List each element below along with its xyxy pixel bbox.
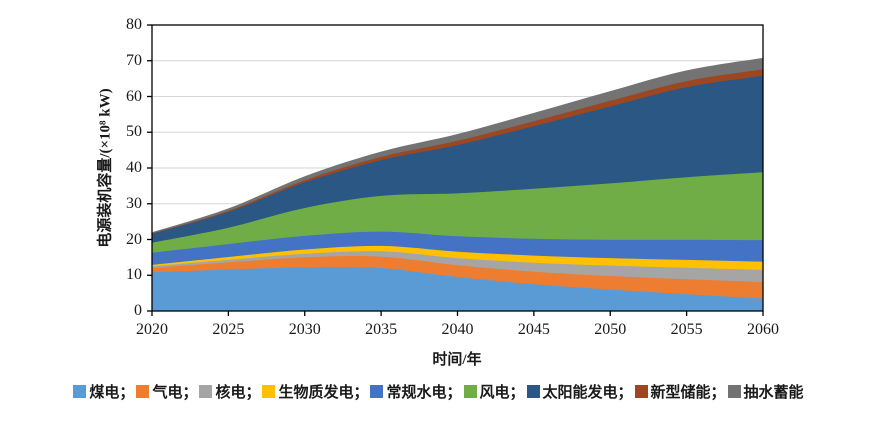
x-tick-label: 2035: [365, 321, 398, 338]
x-tick-label: 2030: [288, 321, 321, 338]
legend-item-hydro: 常规水电；: [370, 381, 463, 402]
legend-item-coal: 煤电；: [73, 381, 136, 402]
y-tick-label: 70: [126, 51, 142, 69]
legend-label: 抽水蓄能: [743, 385, 804, 401]
legend-item-nuclear: 核电；: [199, 381, 262, 402]
legend-swatch-coal: [73, 385, 87, 398]
y-tick-label: 30: [126, 194, 142, 212]
legend: 煤电； 气电； 核电； 生物质发电； 常规水电； 风电； 太阳能发电； 新型储能； 抽水蓄能: [0, 381, 879, 402]
legend-label: 太阳能发电；: [542, 385, 633, 401]
x-tick-label: 2025: [212, 321, 245, 338]
legend-item-gas: 气电；: [136, 381, 199, 402]
legend-label: 风电；: [479, 385, 525, 401]
legend-swatch-hydro: [370, 385, 384, 398]
legend-swatch-biomass: [262, 385, 276, 398]
y-tick-label: 60: [126, 87, 142, 105]
x-tick-label: 2020: [136, 321, 168, 338]
legend-swatch-storage: [634, 385, 648, 398]
legend-item-biomass: 生物质发电；: [262, 381, 370, 402]
legend-swatch-nuclear: [199, 385, 213, 398]
y-tick-label: 0: [134, 302, 142, 319]
legend-swatch-wind: [463, 385, 477, 398]
legend-swatch-solar: [526, 385, 540, 398]
y-tick-label: 50: [126, 123, 142, 141]
y-tick-label: 40: [126, 159, 142, 176]
legend-label: 生物质发电；: [278, 385, 369, 401]
legend-label: 常规水电；: [386, 385, 462, 401]
y-tick-label: 10: [126, 266, 142, 284]
y-tick-label: 80: [126, 16, 142, 33]
legend-label: 新型储能；: [650, 385, 726, 401]
x-axis-title: 时间/年: [432, 352, 482, 368]
x-tick-label: 2055: [670, 321, 703, 338]
legend-item-solar: 太阳能发电；: [526, 381, 635, 402]
legend-item-storage: 新型储能；: [634, 381, 728, 402]
x-tick-label: 2045: [517, 321, 550, 338]
y-tick-label: 20: [126, 230, 142, 248]
x-tick-label: 2060: [747, 321, 779, 338]
legend-item-pumped: 抽水蓄能: [727, 381, 806, 402]
legend-swatch-pumped: [727, 385, 741, 398]
y-axis-title: 电源装机容量/(×10⁸ kW): [97, 88, 114, 248]
legend-item-wind: 风电；: [463, 381, 527, 402]
legend-label: 煤电；: [89, 385, 135, 401]
legend-label: 核电；: [215, 385, 261, 401]
x-tick-label: 2040: [441, 321, 474, 338]
area-coal: [152, 267, 763, 311]
x-tick-label: 2050: [594, 321, 627, 338]
legend-label: 气电；: [152, 385, 198, 401]
legend-swatch-gas: [136, 385, 150, 398]
